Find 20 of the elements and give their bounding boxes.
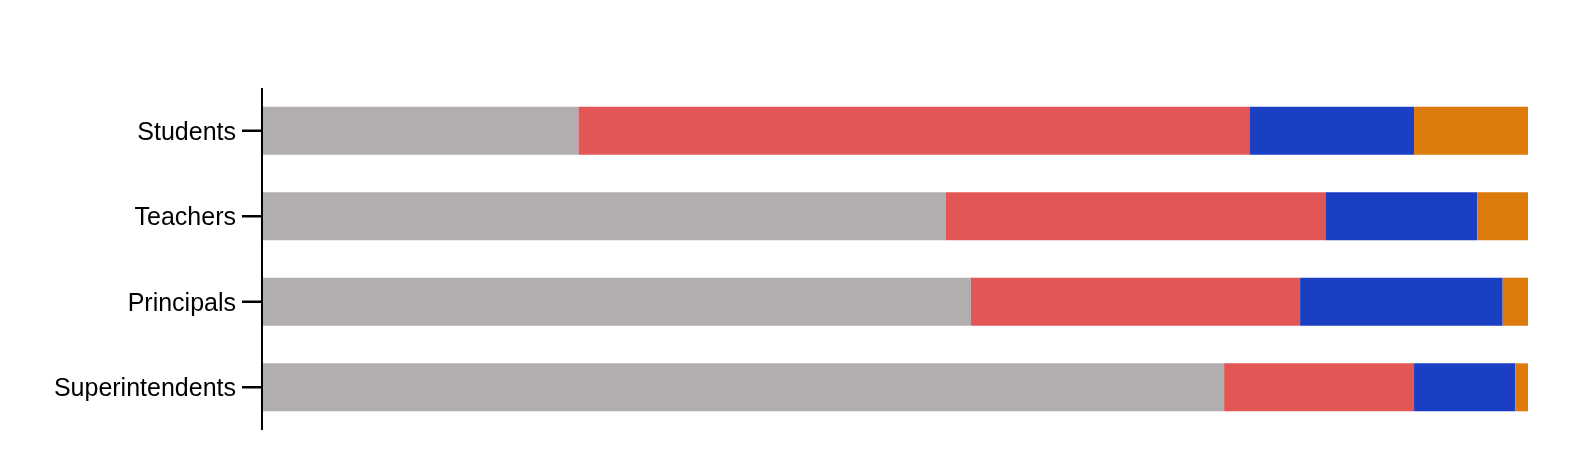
bar bbox=[1224, 363, 1415, 412]
y-tick-label: Principals bbox=[127, 287, 236, 316]
bar bbox=[262, 192, 946, 241]
bar bbox=[1414, 363, 1516, 412]
bar bbox=[262, 106, 579, 155]
y-tick-label: Teachers bbox=[134, 202, 236, 231]
bar bbox=[1477, 192, 1528, 241]
bar bbox=[578, 106, 1250, 155]
bar bbox=[1300, 277, 1503, 326]
bar bbox=[1515, 363, 1528, 412]
bar bbox=[945, 192, 1326, 241]
bar bbox=[1325, 192, 1478, 241]
bar bbox=[1414, 106, 1528, 155]
bar bbox=[262, 277, 971, 326]
y-tick-label: Superintendents bbox=[53, 373, 236, 402]
bar bbox=[262, 363, 1225, 412]
y-tick-label: Students bbox=[137, 116, 236, 145]
bar bbox=[1502, 277, 1528, 326]
bar bbox=[970, 277, 1301, 326]
bar bbox=[1249, 106, 1415, 155]
